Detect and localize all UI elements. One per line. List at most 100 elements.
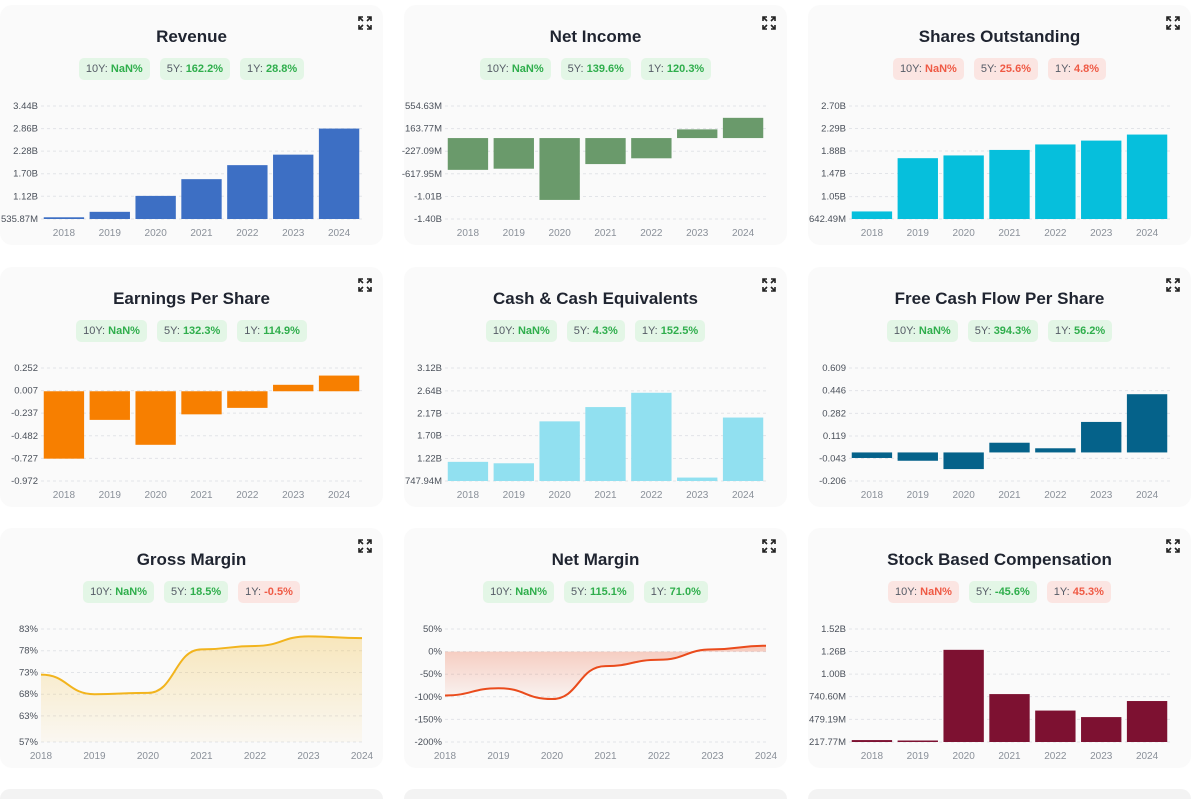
growth-badge: 10Y: NaN% <box>76 320 147 342</box>
x-tick-label: 2022 <box>1044 228 1067 239</box>
x-tick-label: 2024 <box>328 228 351 239</box>
bar-2019[interactable] <box>89 391 130 420</box>
bar-2019[interactable] <box>897 158 938 219</box>
bar-2023[interactable] <box>273 154 314 219</box>
bar-2018[interactable] <box>851 211 893 219</box>
bar-2021[interactable] <box>989 694 1030 742</box>
y-tick-label: -100% <box>415 692 443 703</box>
bar-2022[interactable] <box>1035 710 1076 742</box>
bar-2019[interactable] <box>493 463 534 481</box>
bar-2023[interactable] <box>677 129 718 139</box>
bar-2022[interactable] <box>1035 144 1076 219</box>
badge-period: 10Y: <box>895 586 918 598</box>
expand-icon[interactable] <box>358 278 372 292</box>
bar-2023[interactable] <box>1081 717 1122 742</box>
x-tick-label: 2018 <box>457 228 480 239</box>
growth-badges: 10Y: NaN% 5Y: 4.3% 1Y: 152.5% <box>404 320 787 342</box>
expand-icon[interactable] <box>358 539 372 553</box>
bar-2019[interactable] <box>897 740 938 742</box>
expand-icon[interactable] <box>1166 278 1180 292</box>
bar-2021[interactable] <box>989 442 1030 453</box>
bar-2020[interactable] <box>135 195 176 219</box>
badge-period: 10Y: <box>83 325 106 337</box>
bar-2018[interactable] <box>43 391 85 459</box>
expand-icon[interactable] <box>1166 16 1180 30</box>
bar-2021[interactable] <box>585 407 626 481</box>
bar-2022[interactable] <box>227 391 268 408</box>
badge-period: 1Y: <box>245 586 262 598</box>
chart-card-net-income: Net Income 10Y: NaN% 5Y: 139.6% 1Y: 120.3% 5… <box>402 5 787 245</box>
bar-2019[interactable] <box>89 211 130 219</box>
chart-card-sbc: Stock Based Compensation 10Y: NaN% 5Y: -45… <box>808 528 1191 768</box>
badge-value: 4.8% <box>1073 63 1100 75</box>
chart-card-net-margin: Net Margin 10Y: NaN% 5Y: 115.1% 1Y: 71.0% 50… <box>404 528 787 768</box>
x-tick-label: 2019 <box>99 228 122 239</box>
bar-2024[interactable] <box>318 375 360 392</box>
chart-card-revenue: Revenue 10Y: NaN% 5Y: 162.2% 1Y: 28.8% 535.8… <box>0 5 383 245</box>
x-tick-label: 2023 <box>686 228 709 239</box>
bar-2023[interactable] <box>273 384 314 392</box>
series-line[interactable] <box>40 635 363 696</box>
y-tick-label: 1.00B <box>821 669 846 680</box>
bar-2023[interactable] <box>1081 140 1122 219</box>
growth-badges: 10Y: NaN% 5Y: 115.1% 1Y: 71.0% <box>404 581 787 603</box>
bar-2020[interactable] <box>943 649 984 742</box>
bar-2018[interactable] <box>43 217 85 219</box>
bar-2024[interactable] <box>1126 134 1168 219</box>
bar-2024[interactable] <box>722 417 764 481</box>
bar-2020[interactable] <box>943 452 984 470</box>
growth-badge: 1Y: 114.9% <box>237 320 307 342</box>
badge-value: -0.5% <box>264 586 293 598</box>
bar-2024[interactable] <box>1126 394 1168 453</box>
bar-2020[interactable] <box>539 138 580 200</box>
x-tick-label: 2022 <box>1044 751 1067 762</box>
bar-2018[interactable] <box>851 452 893 458</box>
next-row-card-partial <box>808 789 1191 799</box>
bar-2022[interactable] <box>631 392 672 481</box>
x-tick-label: 2022 <box>236 228 259 239</box>
bar-2021[interactable] <box>989 149 1030 219</box>
bar-2018[interactable] <box>851 740 893 742</box>
chart-fcf-per-share: 0.609 0.446 0.282 0.119 -0.043 -0.206 2018 2019… <box>819 363 1170 501</box>
expand-icon[interactable] <box>1166 539 1180 553</box>
x-tick-label: 2022 <box>640 228 663 239</box>
y-tick-label: 1.05B <box>821 192 846 203</box>
expand-icon[interactable] <box>358 16 372 30</box>
bar-2019[interactable] <box>897 452 938 461</box>
bar-2020[interactable] <box>539 421 580 481</box>
series-line[interactable] <box>444 644 767 701</box>
y-tick-label: 57% <box>19 737 39 748</box>
bar-2022[interactable] <box>227 165 268 219</box>
expand-icon[interactable] <box>762 16 776 30</box>
bar-2022[interactable] <box>1035 448 1076 453</box>
bar-2021[interactable] <box>181 179 222 219</box>
bar-2021[interactable] <box>585 138 626 165</box>
growth-badge: 1Y: 28.8% <box>240 58 305 80</box>
bar-2024[interactable] <box>1126 701 1168 742</box>
y-tick-label: 0.119 <box>823 431 846 442</box>
bar-2023[interactable] <box>1081 421 1122 453</box>
bar-2024[interactable] <box>318 128 360 219</box>
x-tick-label: 2020 <box>541 751 564 762</box>
growth-badges: 10Y: NaN% 5Y: 394.3% 1Y: 56.2% <box>808 320 1191 342</box>
chart-title: Free Cash Flow Per Share <box>894 289 1105 308</box>
x-tick-label: 2024 <box>732 228 755 239</box>
bar-2024[interactable] <box>722 117 764 139</box>
bar-2020[interactable] <box>135 391 176 445</box>
y-tick-label: 740.60M <box>809 692 846 703</box>
bar-2018[interactable] <box>447 461 489 481</box>
x-tick-label: 2021 <box>998 228 1021 239</box>
bar-2020[interactable] <box>943 155 984 219</box>
bar-2019[interactable] <box>493 138 534 169</box>
y-tick-label: -1.01B <box>414 191 442 202</box>
expand-icon[interactable] <box>762 278 776 292</box>
growth-badge: 5Y: 132.3% <box>156 320 228 342</box>
x-tick-label: 2022 <box>640 490 663 501</box>
expand-icon[interactable] <box>762 539 776 553</box>
bar-2021[interactable] <box>181 391 222 415</box>
bar-2023[interactable] <box>677 477 718 481</box>
growth-badge: 1Y: 56.2% <box>1048 320 1113 342</box>
bar-2018[interactable] <box>447 138 489 170</box>
x-tick-label: 2024 <box>755 751 778 762</box>
bar-2022[interactable] <box>631 138 672 159</box>
